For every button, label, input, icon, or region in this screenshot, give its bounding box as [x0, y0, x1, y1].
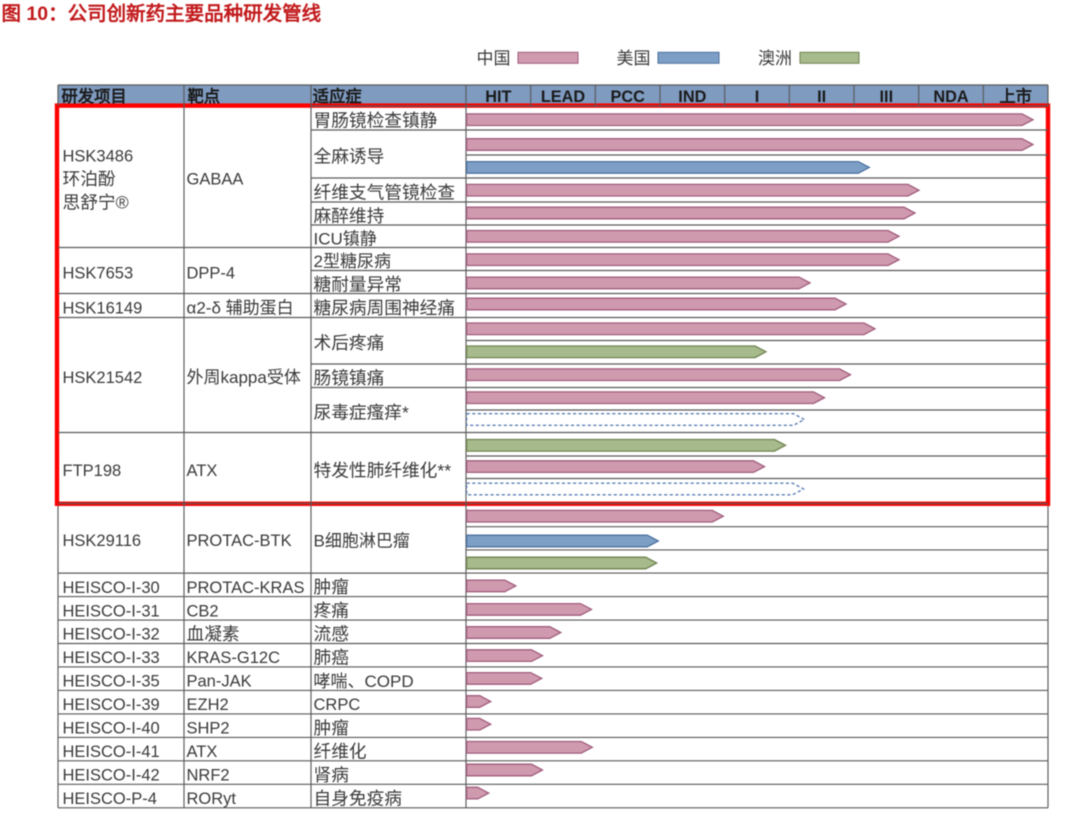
svg-text:HEISCO-I-32: HEISCO-I-32	[63, 626, 160, 644]
svg-text:SHP2: SHP2	[187, 720, 230, 738]
svg-text:糖尿病周围神经痛: 糖尿病周围神经痛	[314, 298, 456, 318]
svg-text:上市: 上市	[999, 87, 1032, 106]
svg-text:肿瘤: 肿瘤	[314, 577, 350, 597]
svg-text:外周kappa受体: 外周kappa受体	[187, 368, 301, 387]
svg-text:思舒宁®: 思舒宁®	[63, 193, 129, 213]
svg-text:IND: IND	[678, 88, 706, 106]
svg-text:图 10：公司创新药主要品种研发管线: 图 10：公司创新药主要品种研发管线	[2, 2, 322, 25]
svg-text:HEISCO-I-33: HEISCO-I-33	[63, 649, 160, 667]
svg-text:中国: 中国	[477, 49, 511, 68]
svg-text:肾病: 肾病	[314, 765, 349, 785]
svg-text:美国: 美国	[617, 49, 651, 68]
svg-text:PROTAC-BTK: PROTAC-BTK	[187, 532, 292, 550]
svg-text:RORyt: RORyt	[187, 790, 237, 808]
svg-text:环泊酚: 环泊酚	[63, 169, 116, 189]
svg-text:KRAS-G12C: KRAS-G12C	[187, 649, 281, 667]
svg-text:α2-δ 辅助蛋白: α2-δ 辅助蛋白	[187, 299, 294, 318]
svg-text:流感: 流感	[314, 624, 349, 644]
svg-text:HEISCO-I-39: HEISCO-I-39	[63, 696, 160, 714]
svg-text:靶点: 靶点	[188, 87, 221, 106]
svg-text:肿瘤: 肿瘤	[314, 718, 350, 738]
svg-text:Pan-JAK: Pan-JAK	[187, 673, 252, 691]
svg-text:FTP198: FTP198	[63, 462, 122, 480]
svg-text:HSK16149: HSK16149	[63, 299, 143, 317]
svg-text:III: III	[880, 88, 894, 106]
svg-text:胃肠镜检查镇静: 胃肠镜检查镇静	[314, 110, 438, 130]
svg-text:HSK3486: HSK3486	[63, 147, 134, 165]
svg-text:DPP-4: DPP-4	[187, 264, 236, 282]
svg-text:II: II	[817, 88, 826, 106]
svg-text:纤维化: 纤维化	[314, 742, 367, 762]
svg-text:NDA: NDA	[933, 88, 969, 106]
svg-text:术后疼痛: 术后疼痛	[314, 333, 385, 353]
svg-text:HEISCO-I-31: HEISCO-I-31	[63, 602, 160, 620]
svg-text:PCC: PCC	[610, 88, 645, 106]
svg-text:麻醉维持: 麻醉维持	[314, 206, 385, 226]
svg-text:适应症: 适应症	[313, 87, 362, 106]
svg-text:ICU镇静: ICU镇静	[314, 229, 377, 248]
svg-text:纤维支气管镜检查: 纤维支气管镜检查	[314, 182, 456, 202]
svg-text:哮喘、COPD: 哮喘、COPD	[314, 672, 414, 691]
svg-text:HEISCO-P-4: HEISCO-P-4	[63, 790, 157, 808]
svg-text:LEAD: LEAD	[541, 88, 586, 106]
svg-text:CRPC: CRPC	[314, 696, 361, 714]
svg-text:ATX: ATX	[187, 743, 218, 761]
svg-text:全麻诱导: 全麻诱导	[314, 146, 385, 166]
svg-text:尿毒症瘙痒*: 尿毒症瘙痒*	[314, 402, 409, 422]
svg-text:血凝素: 血凝素	[187, 624, 240, 644]
svg-text:肠镜镇痛: 肠镜镇痛	[314, 368, 385, 388]
svg-text:糖耐量异常: 糖耐量异常	[314, 274, 402, 294]
svg-text:2型糖尿病: 2型糖尿病	[314, 252, 391, 271]
svg-text:HEISCO-I-30: HEISCO-I-30	[63, 579, 160, 597]
svg-text:HEISCO-I-40: HEISCO-I-40	[63, 720, 160, 738]
svg-text:HSK7653: HSK7653	[63, 264, 134, 282]
svg-text:HSK21542: HSK21542	[63, 369, 143, 387]
svg-text:HEISCO-I-41: HEISCO-I-41	[63, 743, 160, 761]
svg-text:自身免疫病: 自身免疫病	[314, 788, 402, 808]
svg-text:HEISCO-I-35: HEISCO-I-35	[63, 673, 160, 691]
svg-text:EZH2: EZH2	[187, 696, 229, 714]
svg-text:澳洲: 澳洲	[758, 49, 792, 68]
svg-text:ATX: ATX	[187, 462, 218, 480]
svg-text:HIT: HIT	[485, 88, 511, 106]
svg-text:疼痛: 疼痛	[314, 601, 349, 621]
svg-text:I: I	[755, 88, 760, 106]
svg-text:PROTAC-KRAS: PROTAC-KRAS	[187, 579, 305, 597]
svg-text:HSK29116: HSK29116	[63, 532, 142, 550]
svg-text:特发性肺纤维化**: 特发性肺纤维化**	[314, 460, 452, 480]
svg-text:CB2: CB2	[187, 602, 219, 620]
svg-text:HEISCO-I-42: HEISCO-I-42	[63, 767, 160, 785]
svg-text:B细胞淋巴瘤: B细胞淋巴瘤	[314, 531, 410, 550]
svg-text:研发项目: 研发项目	[62, 87, 127, 106]
svg-text:肺癌: 肺癌	[314, 648, 349, 668]
svg-text:NRF2: NRF2	[187, 767, 230, 785]
svg-text:GABAA: GABAA	[187, 171, 244, 189]
